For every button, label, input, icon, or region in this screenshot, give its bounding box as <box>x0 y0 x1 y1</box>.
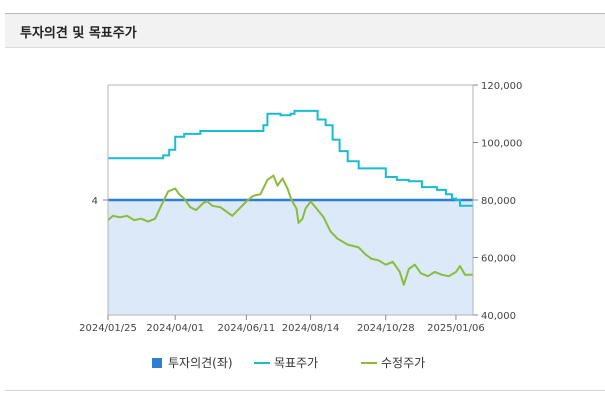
section-title: 투자의견 및 목표주가 <box>20 26 137 41</box>
x-axis-tick-label: 2025/01/06 <box>427 323 485 334</box>
right-axis-tick-label: 60,000 <box>481 254 516 265</box>
right-axis-tick-label: 40,000 <box>481 311 516 322</box>
target-price-line <box>108 109 473 207</box>
legend-label: 목표주가 <box>274 356 318 370</box>
legend-label: 수정주가 <box>381 356 425 370</box>
legend-swatch-opinion <box>152 358 162 368</box>
adjusted-price-line <box>107 174 473 286</box>
right-axis-tick-label: 80,000 <box>481 196 516 207</box>
legend-label: 투자의견(좌) <box>168 356 233 370</box>
x-axis-tick-label: 2024/10/28 <box>357 323 415 334</box>
x-axis-tick-label: 2024/04/01 <box>146 323 204 334</box>
left-axis-tick-label: 4 <box>92 196 98 207</box>
x-axis-tick-label: 2024/06/11 <box>218 323 276 334</box>
section-header: 투자의견 및 목표주가 <box>5 14 605 48</box>
x-axis-tick-label: 2024/08/14 <box>282 323 340 334</box>
right-axis-tick-label: 100,000 <box>481 139 522 150</box>
x-axis-tick-label: 2024/01/25 <box>79 323 137 334</box>
opinion-area <box>108 200 473 315</box>
opinion-target-price-panel: 투자의견 및 목표주가 <box>5 13 605 391</box>
right-axis-tick-label: 120,000 <box>481 81 522 92</box>
